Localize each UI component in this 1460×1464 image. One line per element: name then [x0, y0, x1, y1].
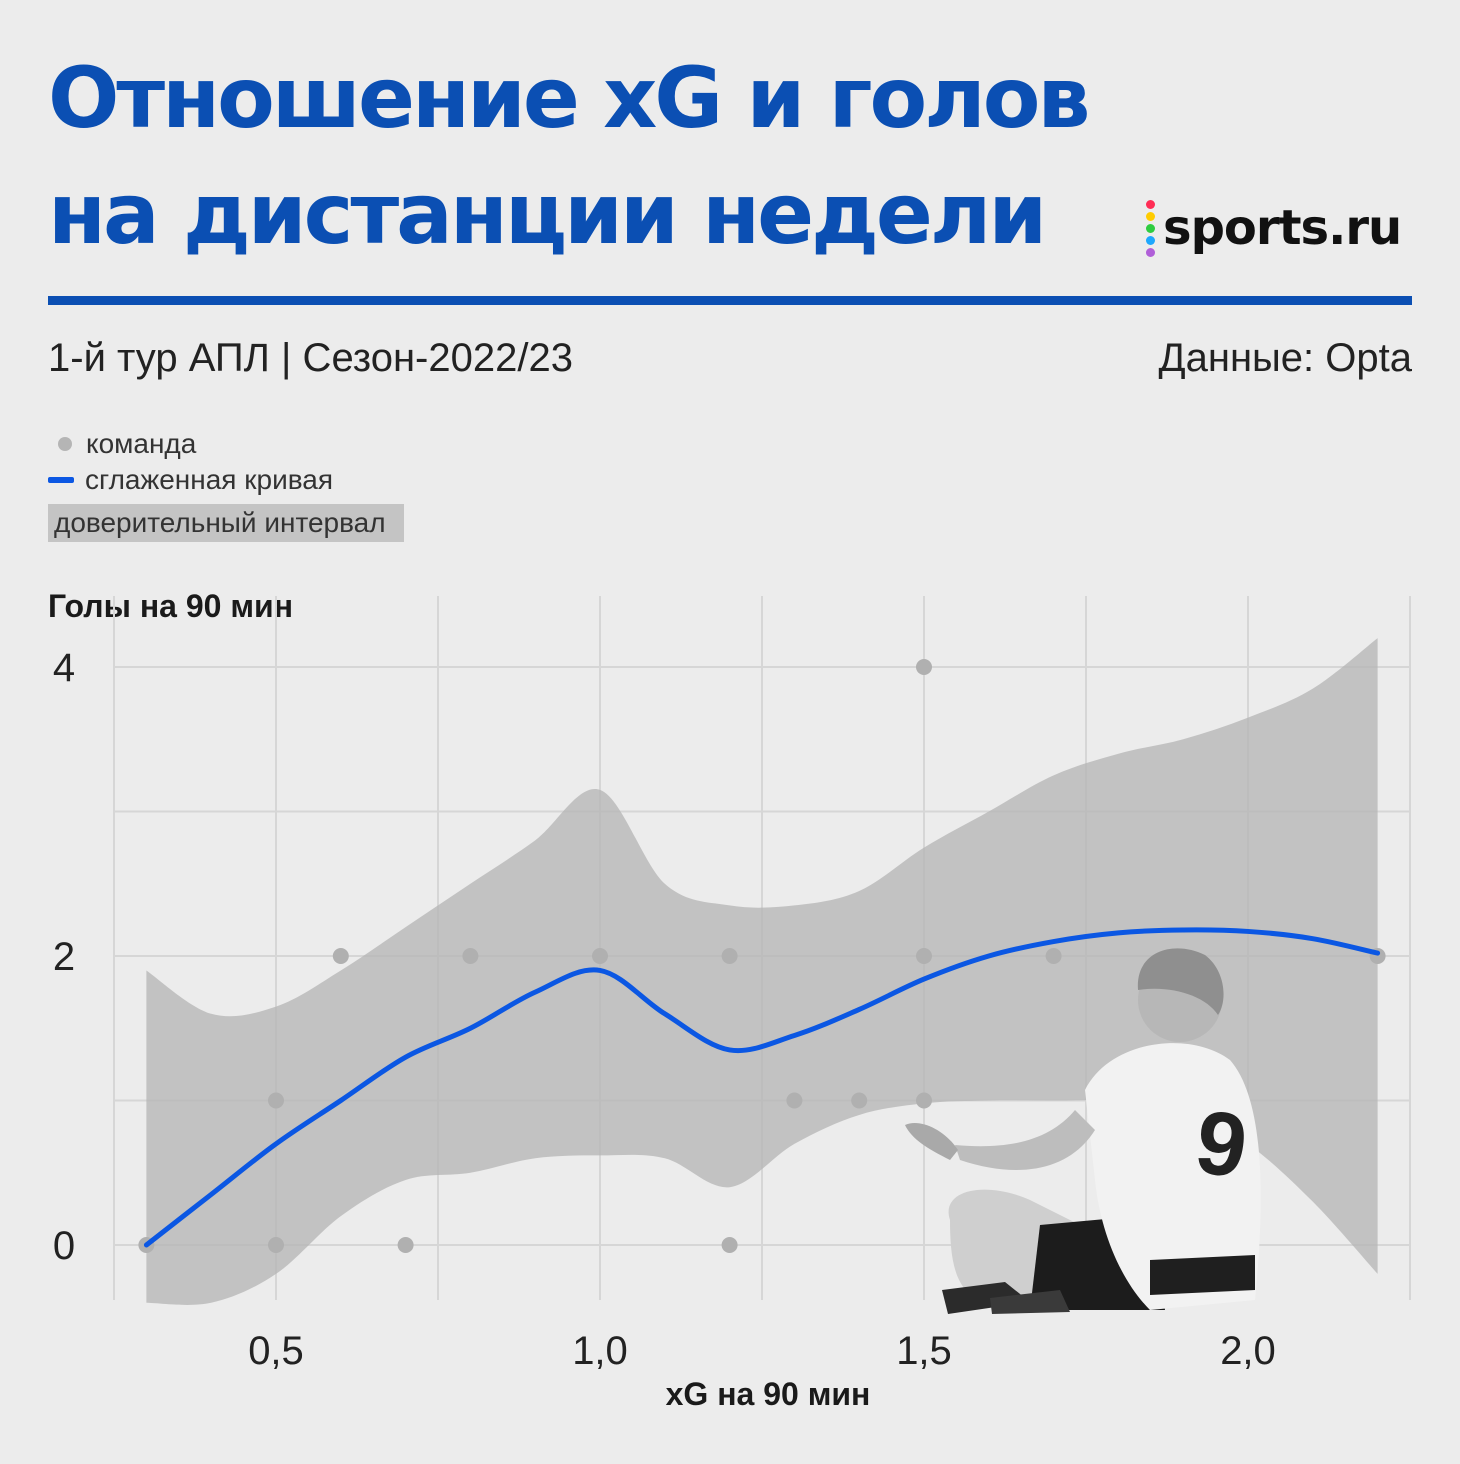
data-point [916, 659, 932, 675]
logo-dots-icon [1146, 199, 1155, 257]
smooth-curve [143, 927, 1381, 1248]
player-photo: 9 [905, 948, 1261, 1314]
player-arm [955, 1110, 1095, 1170]
logo-dot [1146, 247, 1155, 257]
y-tick-label: 0 [53, 1224, 75, 1268]
logo-dot [1146, 199, 1155, 209]
player-boot [990, 1290, 1070, 1314]
data-point [462, 948, 479, 964]
x-tick-label: 1,0 [572, 1329, 628, 1373]
player-hand [905, 1122, 958, 1160]
subtitle: 1-й тур АПЛ | Сезон-2022/23 [48, 336, 573, 380]
y-tick-label: 2 [53, 935, 75, 979]
data-point [916, 948, 932, 964]
data-point [268, 1237, 284, 1253]
confidence-band [146, 638, 1378, 1305]
data-point [332, 948, 349, 964]
data-point [592, 948, 608, 964]
logo-dot [1146, 211, 1155, 221]
data-point [916, 1092, 932, 1109]
y-tick-label: 4 [53, 646, 75, 690]
x-axis-label: xG на 90 мин [665, 1376, 871, 1412]
data-source: Данные: Opta [1158, 336, 1412, 380]
data-point [1045, 948, 1062, 964]
legend: команда сглаженная кривая доверительный … [48, 426, 404, 542]
data-point [786, 1092, 803, 1109]
sports-ru-logo: sports.ru [1146, 196, 1402, 260]
legend-item-band: доверительный интервал [48, 504, 404, 542]
player-shirt-band [1150, 1255, 1255, 1295]
y-axis-label: Голы на 90 мин [48, 588, 294, 624]
data-point [268, 1092, 284, 1109]
logo-dot [1146, 235, 1155, 245]
axis-ticks: 0,5 1,0 1,5 2,0 0 2 4 [53, 646, 1276, 1373]
confidence-band-area [146, 638, 1378, 1305]
logo-text: sports.ru [1163, 200, 1402, 256]
page-title: Отношение xG и голов на дистанции недели [48, 40, 1108, 272]
data-point [721, 948, 738, 964]
x-tick-label: 0,5 [248, 1329, 304, 1373]
x-tick-label: 1,5 [896, 1329, 952, 1373]
data-points [138, 659, 1386, 1253]
title-divider [48, 296, 1412, 305]
data-point [851, 1092, 868, 1109]
legend-label-band: доверительный интервал [54, 507, 386, 538]
title-line-1: Отношение xG и голов [48, 49, 1091, 147]
logo-dot [1146, 223, 1155, 233]
legend-item-points: команда [48, 426, 404, 462]
player-hair [1137, 948, 1224, 1015]
legend-point-icon [58, 437, 72, 451]
legend-label-points: команда [86, 428, 197, 459]
smooth-curve-line [143, 927, 1381, 1248]
legend-item-curve: сглаженная кривая [48, 462, 404, 498]
player-boot [942, 1282, 1030, 1314]
data-point [397, 1237, 414, 1253]
x-tick-label: 2,0 [1220, 1329, 1276, 1373]
legend-label-curve: сглаженная кривая [85, 464, 334, 495]
legend-line-icon [48, 477, 74, 483]
player-shirt [1085, 1043, 1261, 1310]
data-point [721, 1237, 738, 1253]
title-line-2: на дистанции недели [48, 165, 1047, 263]
